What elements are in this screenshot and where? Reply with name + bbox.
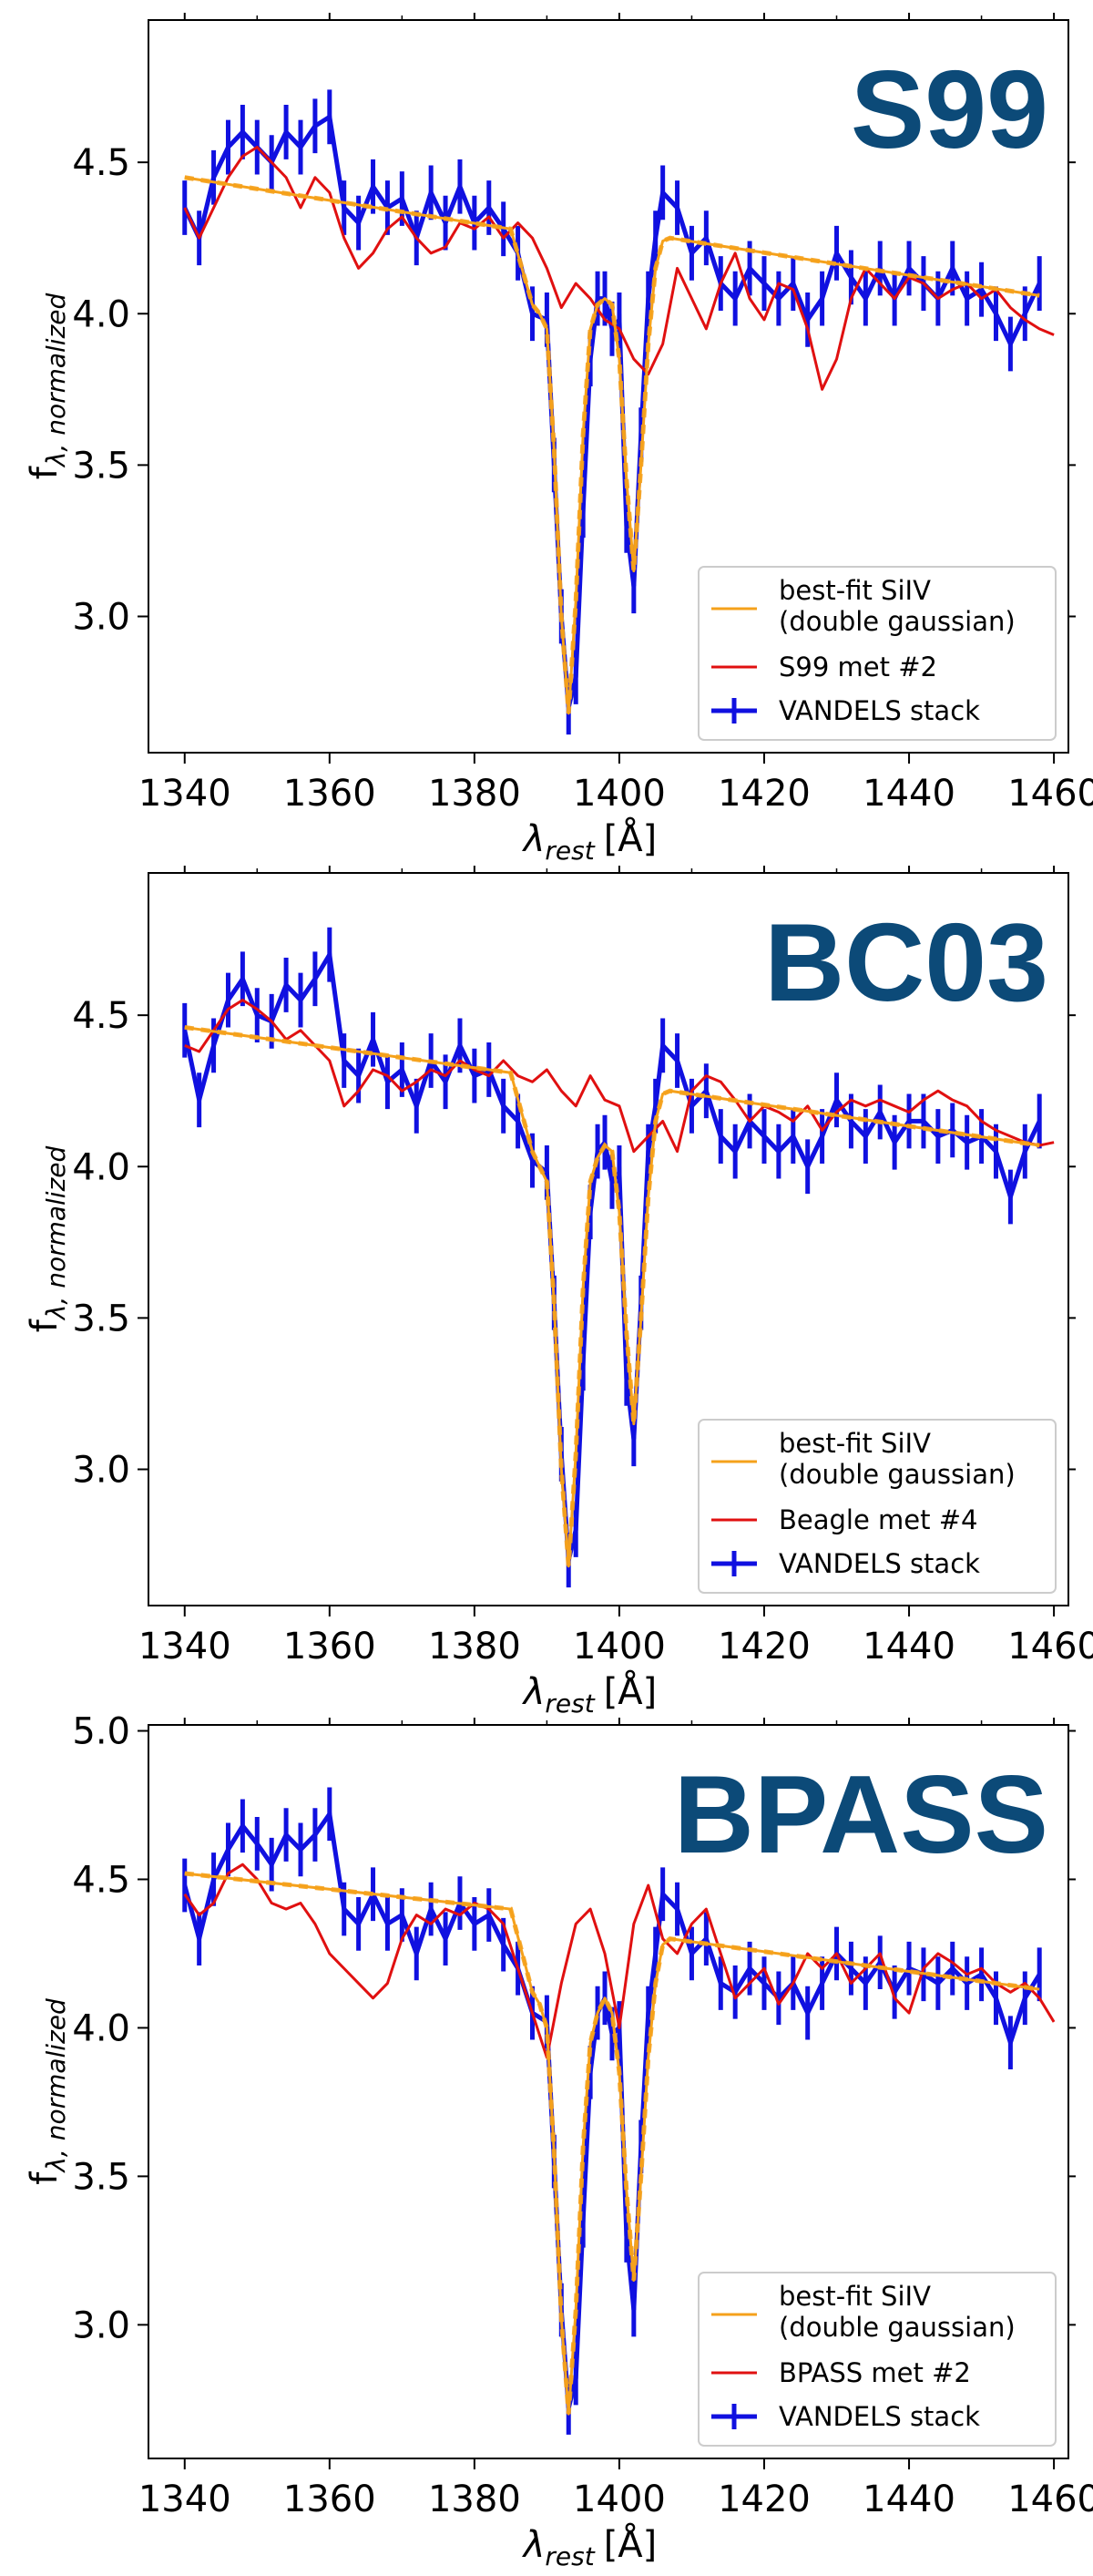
- x-tick-label: 1440: [863, 1626, 955, 1668]
- legend-fit-label: best-fit SiIV: [779, 575, 931, 606]
- y-axis-symbol: f: [24, 1319, 66, 1332]
- panel-title: BC03: [764, 900, 1048, 1024]
- series-group: [182, 89, 1055, 735]
- series-group: [182, 927, 1055, 1588]
- y-tick-label: 3.5: [72, 2156, 130, 2198]
- legend: best-fit SiIV(double gaussian) S99 met #2…: [698, 566, 1057, 741]
- fit-series-dashed: [184, 175, 1040, 713]
- y-tick-label: 3.0: [72, 1449, 130, 1491]
- legend-fit-label: best-fit SiIV: [779, 1428, 931, 1459]
- x-axis-symbol: λ: [522, 1671, 546, 1713]
- x-tick-label: 1440: [863, 773, 955, 815]
- y-axis-label: fλ, normalized: [24, 1998, 71, 2185]
- y-tick-label: 4.5: [72, 142, 130, 184]
- legend: best-fit SiIV(double gaussian) BPASS met …: [698, 2272, 1057, 2447]
- x-axis-subscript: rest: [545, 1688, 595, 1719]
- x-tick-label: 1380: [428, 773, 521, 815]
- chart-panel-bpass: 1340 1360 1380 1400 1420 1440 1460 3.0 3.5 4.0 4.5…: [24, 1711, 1093, 2571]
- legend-box: [698, 566, 1057, 741]
- y-tick-label: 3.0: [72, 596, 130, 638]
- legend-fit-label-line2: (double gaussian): [779, 1459, 1016, 1490]
- x-axis-symbol: λ: [522, 2524, 546, 2566]
- x-tick-label: 1340: [138, 2479, 231, 2520]
- chart-panel-bc03: 1340 1360 1380 1400 1420 1440 1460 3.0 3.5 4.0 4.5…: [24, 866, 1093, 1719]
- legend-data-label: VANDELS stack: [779, 2401, 980, 2432]
- legend-box: [698, 2272, 1057, 2447]
- plot-frame: [148, 1724, 1069, 2459]
- y-tick-label: 4.0: [72, 293, 130, 335]
- legend-model-label: Beagle met #4: [779, 1504, 977, 1535]
- x-axis-subscript: rest: [545, 836, 595, 866]
- y-tick-label: 3.0: [72, 2304, 130, 2346]
- legend-model-label: BPASS met #2: [779, 2357, 971, 2388]
- plot-frame: [148, 19, 1069, 754]
- fit-series-dashed: [184, 1871, 1040, 2415]
- x-tick-label: 1420: [718, 2479, 811, 2520]
- legend: best-fit SiIV(double gaussian) Beagle met…: [698, 1419, 1057, 1594]
- legend-data-label: VANDELS stack: [779, 1548, 980, 1579]
- x-axis-unit: [Å]: [604, 2522, 658, 2566]
- data-series-line: [182, 948, 1042, 1561]
- y-axis-symbol: f: [24, 2171, 66, 2185]
- y-axis-subscript: λ, normalized: [41, 293, 71, 469]
- x-tick-label: 1380: [428, 2479, 521, 2520]
- legend-data-label: VANDELS stack: [779, 695, 980, 726]
- x-axis-label: λrest [Å]: [522, 1669, 658, 1719]
- x-axis-subscript: rest: [545, 2541, 595, 2571]
- x-tick-label: 1400: [573, 773, 666, 815]
- x-axis-unit: [Å]: [604, 816, 658, 860]
- y-tick-label: 3.5: [72, 1298, 130, 1339]
- legend-fit-label-line2: (double gaussian): [779, 606, 1016, 637]
- x-tick-label: 1400: [573, 2479, 666, 2520]
- x-tick-label: 1460: [1007, 773, 1093, 815]
- x-tick-label: 1380: [428, 1626, 521, 1668]
- legend-fit-label: best-fit SiIV: [779, 2281, 931, 2312]
- x-axis-label: λrest [Å]: [522, 816, 658, 866]
- y-tick-label: 4.0: [72, 2007, 130, 2049]
- legend-model-label: S99 met #2: [779, 652, 937, 682]
- panel-title: S99: [851, 47, 1048, 171]
- data-series-line: [182, 113, 1042, 708]
- series-group: [182, 1787, 1056, 2435]
- x-tick-label: 1360: [283, 773, 376, 815]
- fit-series-dashed: [184, 1024, 1040, 1566]
- x-axis-label: λrest [Å]: [522, 2522, 658, 2571]
- x-tick-label: 1420: [718, 1626, 811, 1668]
- y-tick-label: 4.0: [72, 1146, 130, 1188]
- y-axis-symbol: f: [24, 466, 66, 479]
- y-axis-subscript: λ, normalized: [41, 1998, 71, 2174]
- y-axis-subscript: λ, normalized: [41, 1146, 71, 1322]
- x-tick-label: 1420: [718, 773, 811, 815]
- x-tick-label: 1440: [863, 2479, 955, 2520]
- x-tick-label: 1400: [573, 1626, 666, 1668]
- x-axis-unit: [Å]: [604, 1669, 658, 1713]
- y-axis-label: fλ, normalized: [24, 293, 71, 480]
- y-axis-label: fλ, normalized: [24, 1146, 71, 1333]
- x-axis-symbol: λ: [522, 818, 546, 860]
- y-tick-label: 5.0: [72, 1711, 130, 1753]
- chart-panel-s99: 1340 1360 1380 1400 1420 1440 1460 3.0 3.5 4.0 4.5…: [24, 13, 1093, 866]
- plot-frame: [148, 872, 1069, 1606]
- y-tick-label: 3.5: [72, 445, 130, 487]
- model-series-line: [183, 1863, 1056, 2059]
- legend-box: [698, 1419, 1057, 1594]
- x-tick-label: 1340: [138, 773, 231, 815]
- x-tick-label: 1460: [1007, 2479, 1093, 2520]
- x-tick-label: 1340: [138, 1626, 231, 1668]
- x-tick-label: 1460: [1007, 1626, 1093, 1668]
- x-tick-label: 1360: [283, 1626, 376, 1668]
- y-tick-label: 4.5: [72, 1859, 130, 1901]
- x-tick-label: 1360: [283, 2479, 376, 2520]
- model-series-line: [184, 999, 1055, 1154]
- panel-title: BPASS: [674, 1752, 1048, 1876]
- y-tick-label: 4.5: [72, 995, 130, 1037]
- legend-fit-label-line2: (double gaussian): [779, 2312, 1016, 2343]
